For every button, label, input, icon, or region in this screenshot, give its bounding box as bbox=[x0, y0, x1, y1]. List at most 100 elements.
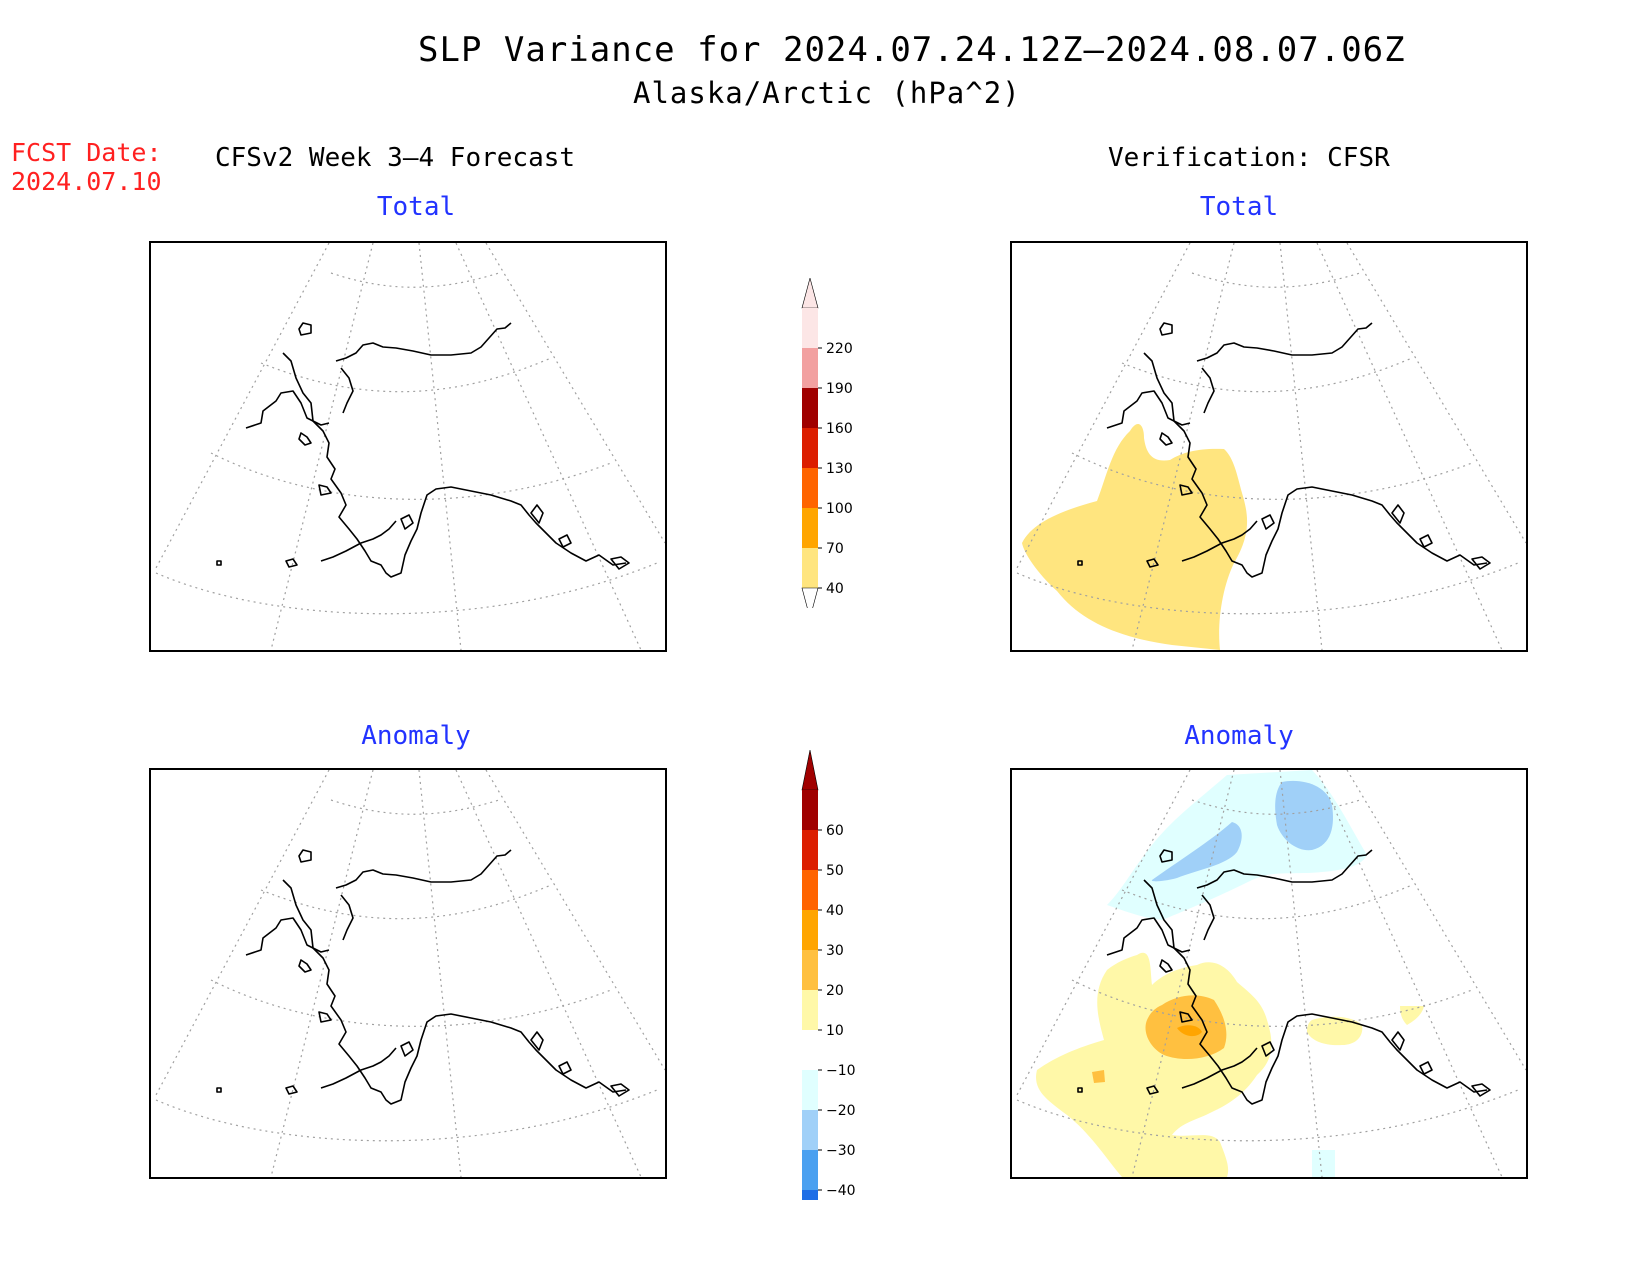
coastline-segment bbox=[1143, 352, 1488, 578]
coastline-segment bbox=[298, 432, 312, 446]
graticule-line bbox=[1279, 243, 1323, 650]
graticule bbox=[155, 243, 665, 650]
colorbar-segment bbox=[802, 508, 818, 548]
coastline-segment bbox=[1077, 560, 1083, 566]
coastline-segment bbox=[610, 1083, 630, 1097]
coastline-segment bbox=[1201, 367, 1215, 414]
colorbar-tick-label: 190 bbox=[826, 381, 853, 397]
graticule-line bbox=[1279, 770, 1323, 1177]
colorbar-segment bbox=[802, 308, 818, 348]
coastline-segment bbox=[1146, 1085, 1159, 1095]
forecast-anomaly-map-svg bbox=[155, 770, 665, 1177]
alaska-coastline bbox=[1077, 322, 1491, 578]
graticule-line bbox=[1346, 770, 1526, 1071]
coastline-segment bbox=[320, 520, 397, 562]
coastline-segment bbox=[1391, 504, 1405, 524]
colorbar-segment bbox=[802, 548, 818, 588]
graticule-line bbox=[1016, 1089, 1519, 1142]
coastline-segment bbox=[298, 849, 312, 863]
coastline-segment bbox=[340, 894, 354, 941]
coastline-segment bbox=[530, 504, 544, 524]
colorbar-tick-label: 40 bbox=[826, 903, 844, 919]
colorbar-tick-label: −40 bbox=[826, 1183, 856, 1199]
graticule-line bbox=[155, 562, 658, 615]
alaska-coastline bbox=[216, 322, 630, 578]
graticule-line bbox=[455, 770, 642, 1177]
forecast-anomaly-map bbox=[149, 768, 667, 1179]
coastline-segment bbox=[1471, 556, 1491, 570]
graticule-line bbox=[1016, 243, 1191, 569]
verification-anomaly-map bbox=[1010, 768, 1528, 1179]
graticule-line bbox=[260, 357, 552, 393]
colorbar-segment bbox=[802, 870, 818, 910]
forecast-anomaly-title: Anomaly bbox=[361, 721, 471, 751]
coastline-segment bbox=[285, 1085, 298, 1095]
coastline-segment bbox=[335, 849, 512, 889]
colorbar-segment bbox=[802, 428, 818, 468]
coastline-segment bbox=[1181, 520, 1258, 562]
graticule-line bbox=[1071, 452, 1473, 500]
coastline-segment bbox=[298, 322, 312, 336]
coastline-segment bbox=[282, 879, 627, 1105]
coastline-segment bbox=[1159, 322, 1173, 336]
colorbar-segment bbox=[802, 468, 818, 508]
verification-column-title: Verification: CFSR bbox=[1108, 143, 1390, 173]
forecast-total-map-svg bbox=[155, 243, 665, 650]
verification-total-map bbox=[1010, 241, 1528, 652]
colorbar-segment bbox=[802, 1150, 818, 1190]
verification-anomaly-title: Anomaly bbox=[1184, 721, 1294, 751]
graticule-line bbox=[485, 243, 665, 544]
anomaly-shade-20-30-small bbox=[1092, 1070, 1105, 1083]
coastline-segment bbox=[558, 534, 572, 548]
colorbar-tick-label: 160 bbox=[826, 421, 853, 437]
colorbar-bottom-arrow bbox=[801, 587, 819, 608]
coastline-segment bbox=[285, 558, 298, 568]
colorbar-top-arrow bbox=[801, 750, 819, 791]
anomaly-shade-minus20-minus10-south bbox=[1312, 1150, 1335, 1177]
colorbar-segment bbox=[802, 1110, 818, 1150]
coastline-segment bbox=[340, 367, 354, 414]
graticule-line bbox=[1071, 979, 1473, 1027]
forecast-column-title: CFSv2 Week 3—4 Forecast bbox=[215, 143, 576, 173]
graticule-line bbox=[1316, 770, 1503, 1177]
coastline-segment bbox=[1471, 1083, 1491, 1097]
graticule-line bbox=[485, 770, 665, 1071]
graticule-line bbox=[270, 243, 374, 650]
colorbar-tick-label: 100 bbox=[826, 501, 853, 517]
coastline-segment bbox=[400, 1041, 414, 1057]
graticule bbox=[1016, 243, 1526, 650]
colorbar-tick-label: −20 bbox=[826, 1103, 856, 1119]
graticule-line bbox=[1016, 770, 1191, 1096]
graticule-line bbox=[455, 243, 642, 650]
coastline-segment bbox=[530, 1031, 544, 1051]
coastline-segment bbox=[1146, 558, 1159, 568]
colorbar-segment bbox=[802, 950, 818, 990]
coastline-segment bbox=[1179, 1011, 1193, 1023]
graticule-line bbox=[1191, 272, 1361, 288]
verification-total-map-svg bbox=[1016, 243, 1526, 650]
colorbar-tick-label: −30 bbox=[826, 1143, 856, 1159]
coastline-segment bbox=[610, 556, 630, 570]
graticule-line bbox=[1131, 243, 1235, 650]
graticule-line bbox=[210, 452, 612, 500]
coastline-segment bbox=[1159, 432, 1173, 446]
colorbar-segment bbox=[802, 830, 818, 870]
coastline-segment bbox=[1201, 894, 1215, 941]
colorbar-tick-label: 20 bbox=[826, 983, 844, 999]
forecast-total-map bbox=[149, 241, 667, 652]
colorbar-tick-label: 50 bbox=[826, 863, 844, 879]
coastline-segment bbox=[282, 352, 627, 578]
colorbar-tick-label: 130 bbox=[826, 461, 853, 477]
alaska-coastline bbox=[216, 849, 630, 1105]
variance-shade-40-70 bbox=[1022, 423, 1248, 650]
colorbar-segment bbox=[802, 990, 818, 1030]
coastline-segment bbox=[1143, 879, 1488, 1105]
colorbar-segment bbox=[802, 1070, 818, 1110]
graticule-line bbox=[418, 770, 462, 1177]
fcst-date-label: FCST Date: bbox=[11, 138, 162, 167]
coastline-segment bbox=[1181, 1047, 1258, 1089]
colorbar-segment bbox=[802, 1190, 818, 1200]
coastline-segment bbox=[400, 514, 414, 530]
colorbar-top-arrow bbox=[801, 278, 819, 309]
graticule-line bbox=[1131, 770, 1235, 1177]
